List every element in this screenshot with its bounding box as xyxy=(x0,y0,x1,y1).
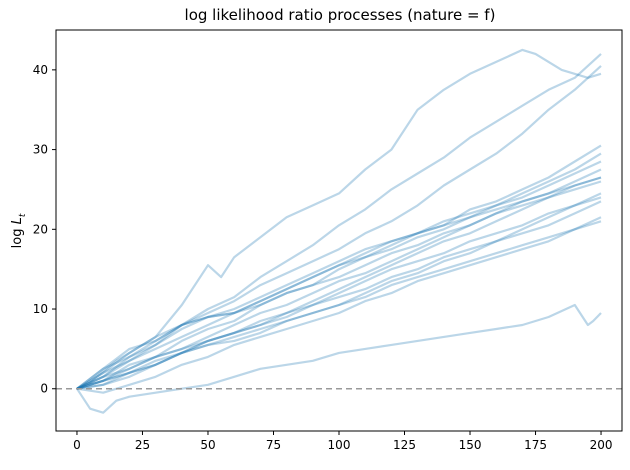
series-line-9 xyxy=(76,180,602,390)
x-tick-label: 0 xyxy=(73,438,81,452)
series-group xyxy=(76,48,602,414)
chart-title: log likelihood ratio processes (nature =… xyxy=(185,6,496,24)
y-tick-label: 20 xyxy=(33,222,48,236)
series-line-4 xyxy=(76,144,602,390)
series-line-3 xyxy=(76,65,602,390)
series-line-6 xyxy=(76,160,602,390)
series-line-14 xyxy=(76,176,602,390)
x-tick-label: 125 xyxy=(393,438,416,452)
x-tick-label: 100 xyxy=(328,438,351,452)
series-line-2 xyxy=(76,53,602,390)
y-axis-label-subscript: t xyxy=(18,213,28,217)
series-line-7 xyxy=(76,168,602,390)
y-axis-label-L: L xyxy=(10,217,25,224)
x-tick-label: 150 xyxy=(459,438,482,452)
y-tick-label: 40 xyxy=(33,63,48,77)
x-axis: 0 25 50 75 100 125 150 175 200 xyxy=(73,431,612,452)
series-line-16 xyxy=(76,303,602,414)
series-line-12 xyxy=(76,220,602,390)
plot-area xyxy=(56,48,622,414)
series-line-11 xyxy=(76,200,602,390)
x-tick-label: 50 xyxy=(200,438,215,452)
x-tick-label: 25 xyxy=(135,438,150,452)
series-line-1 xyxy=(76,48,602,390)
series-line-13 xyxy=(76,216,602,394)
series-line-8 xyxy=(76,176,602,390)
x-tick-label: 75 xyxy=(266,438,281,452)
y-tick-label: 0 xyxy=(40,382,48,396)
series-line-15 xyxy=(76,196,602,390)
y-axis-label-log: log xyxy=(10,224,25,248)
y-tick-label: 10 xyxy=(33,302,48,316)
y-axis-label: log Lt xyxy=(10,213,28,248)
svg-text:log Lt: log Lt xyxy=(10,213,28,248)
x-tick-label: 200 xyxy=(590,438,613,452)
x-tick-label: 175 xyxy=(524,438,547,452)
y-tick-label: 30 xyxy=(33,143,48,157)
y-axis: 0 10 20 30 40 xyxy=(33,63,56,396)
series-line-10 xyxy=(76,192,602,390)
series-line-5 xyxy=(76,152,602,390)
